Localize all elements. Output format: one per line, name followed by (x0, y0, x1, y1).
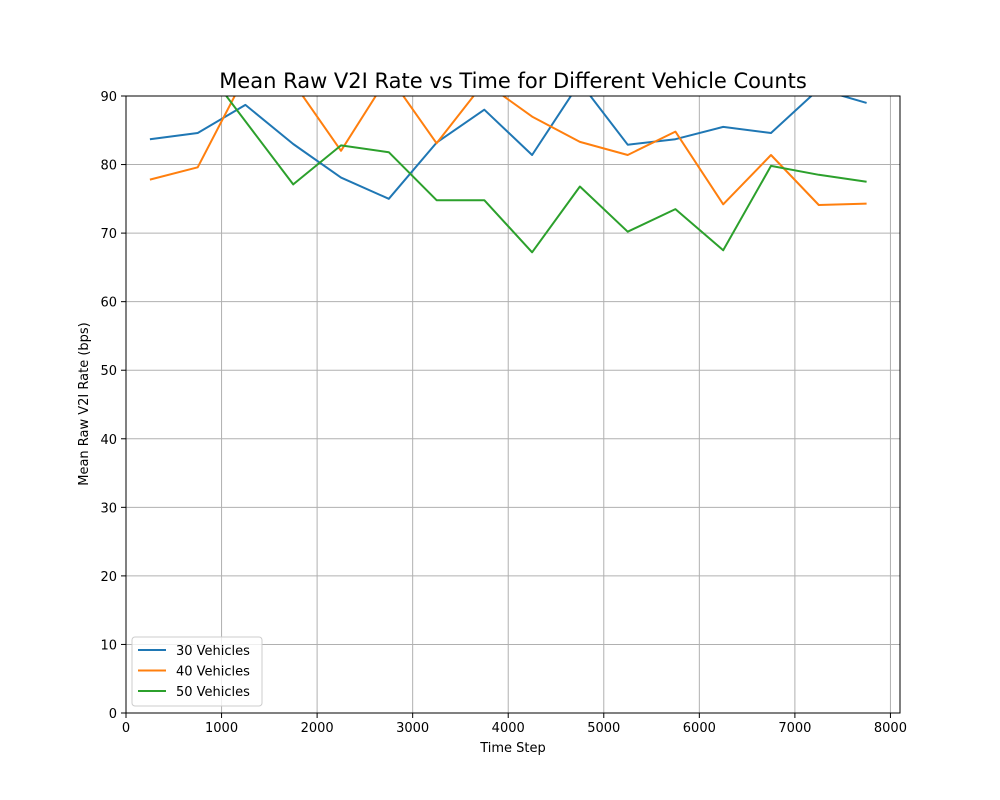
legend: 30 Vehicles 40 Vehicles 50 Vehicles (131, 636, 263, 707)
x-tick-label: 6000 (683, 721, 716, 736)
y-tick-label: 80 (100, 159, 117, 174)
x-tick-label: 2000 (301, 721, 334, 736)
y-tick-label: 60 (100, 296, 117, 311)
y-tick-label: 10 (100, 638, 117, 653)
y-tick-label: 0 (109, 707, 117, 722)
legend-box (131, 636, 263, 707)
chart-title: Mean Raw V2I Rate vs Time for Different … (219, 69, 807, 93)
series-line-1 (149, 96, 867, 200)
x-tick-label: 3000 (396, 721, 429, 736)
y-axis-label: Mean Raw V2I Rate (bps) (77, 322, 92, 486)
legend-label: 40 Vehicles (176, 665, 250, 680)
y-tick-label: 50 (100, 364, 117, 379)
y-tick-label: 90 (100, 90, 117, 105)
x-tick-label: 4000 (492, 721, 525, 736)
x-tick-label: 0 (122, 721, 130, 736)
y-tick-label: 20 (100, 570, 117, 585)
series-lines (149, 96, 867, 254)
y-tick-label: 30 (100, 501, 117, 516)
x-axis-label: Time Step (479, 741, 546, 756)
legend-label: 50 Vehicles (176, 685, 250, 700)
x-tick-label: 7000 (778, 721, 811, 736)
x-tick-label: 1000 (205, 721, 238, 736)
legend-label: 30 Vehicles (176, 644, 250, 659)
axis-ticks: 0 1000 2000 3000 4000 5000 6000 7000 8000 0 10 20 30… (100, 90, 907, 736)
series-line-2 (149, 96, 867, 206)
x-tick-label: 8000 (874, 721, 907, 736)
plot-area-frame (125, 95, 901, 714)
series-line-3 (225, 96, 867, 254)
x-tick-label: 5000 (587, 721, 620, 736)
y-tick-label: 70 (100, 227, 117, 242)
y-tick-label: 40 (100, 433, 117, 448)
